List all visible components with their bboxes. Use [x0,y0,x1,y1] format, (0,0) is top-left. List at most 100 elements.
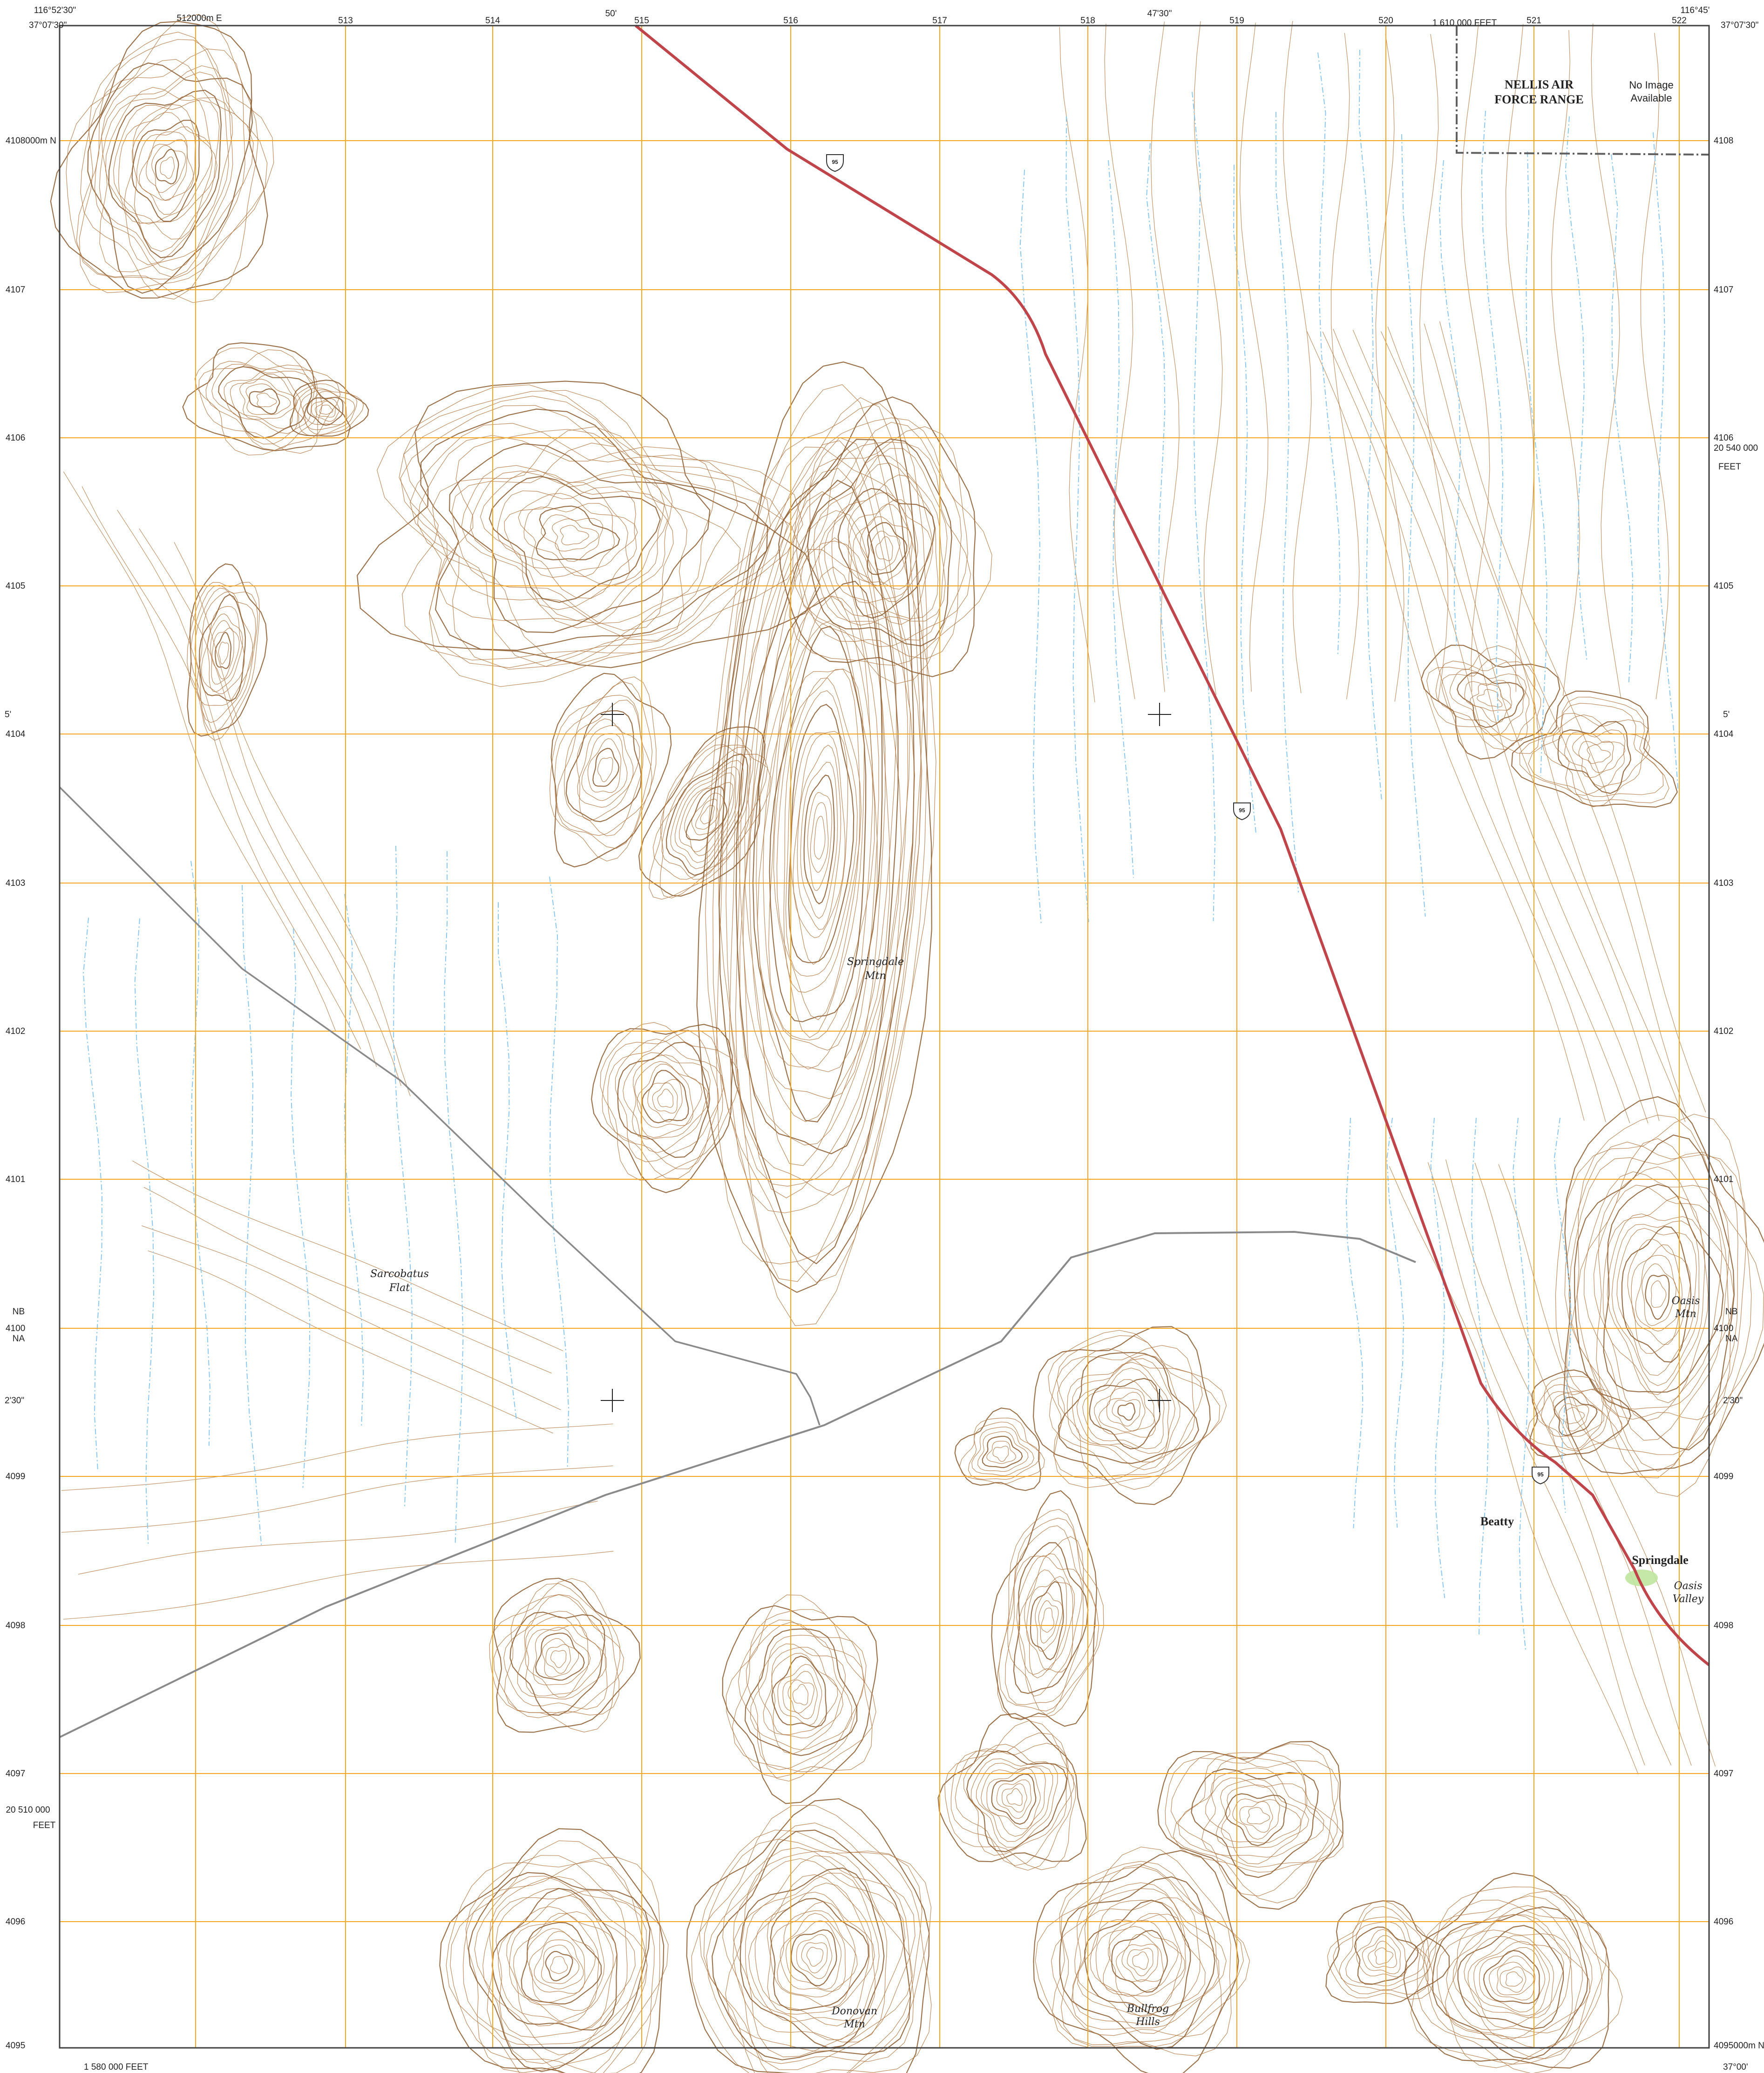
contour-line [488,476,661,603]
contour-line [950,1733,1072,1871]
contour-line [1104,23,1135,700]
contour-line [754,1883,870,2026]
contour-line [139,131,194,201]
contour-line [357,381,821,668]
contour-line [1631,1244,1683,1345]
left-margin: 5' 2'30" NB NA 20 510 000 FEET 4108000m … [5,136,56,2051]
contour-line [848,499,918,602]
stream-line [344,894,364,1427]
northing-label: 4107 [1714,285,1733,295]
contour-line [592,748,619,787]
svg-text:NA: NA [1725,1334,1738,1344]
contour-line [1106,1392,1146,1432]
northing-label: 4098 [6,1621,25,1631]
contour-line [722,1847,916,2070]
route-shield-95: 95 [826,154,844,172]
stream-line [498,902,517,1421]
svg-text:37°00': 37°00' [1723,2062,1748,2072]
contour-line [716,384,936,1264]
svg-text:513: 513 [338,16,353,26]
svg-text:50': 50' [605,9,617,19]
contour-line [148,1251,553,1434]
contour-line [1072,1358,1175,1462]
contour-line [489,1578,620,1733]
contour-line [525,1624,589,1698]
contour-line [118,95,212,240]
nellis-label: NELLIS AIR FORCE RANGE [1494,78,1583,106]
contour-line [600,1022,740,1181]
contour-line [1356,1929,1407,1978]
northing-label: 4108000m N [6,136,56,146]
svg-text:Mtn: Mtn [864,970,886,982]
contour-line [725,1851,913,2052]
contour-line [954,1407,1041,1491]
contour-line [955,1743,1069,1866]
contour-line [735,479,899,1155]
map-neatline [59,25,1710,2049]
svg-text:1 580 000 FEET: 1 580 000 FEET [84,2062,149,2072]
contour-line [699,1829,932,2073]
contour-line [549,676,657,862]
right-margin: 5' 2'30" NB NA 20 540 000 FEET 4108 4107 4… [1714,136,1764,2051]
contour-line [1117,1402,1136,1421]
contour-line [875,536,893,561]
svg-text:FORCE RANGE: FORCE RANGE [1494,93,1583,106]
svg-text:20 510 000: 20 510 000 [6,1805,50,1815]
contour-line [1593,1184,1723,1422]
contour-line [63,471,336,1032]
secondary-road [59,1230,1416,1738]
contour-line [195,588,256,723]
contour-line [87,62,253,294]
svg-text:No Image: No Image [1629,79,1673,91]
contour-line [1511,690,1678,808]
contour-line [792,1684,808,1706]
northing-label: 4097 [6,1769,25,1779]
contour-line [615,1039,724,1162]
contour-line [1419,34,1449,701]
contour-line [770,1898,869,2011]
contour-line [1026,1576,1067,1671]
contour-line [674,766,740,863]
contour-line [105,87,233,265]
springdale-mtn-label: Springdale Mtn [847,956,904,982]
contour-line [1306,331,1585,1121]
contour-line [783,678,862,993]
contour-line [722,1605,878,1804]
contour-line [187,582,260,741]
contour-line [63,1551,614,1620]
contour-line [797,744,841,930]
svg-text:517: 517 [932,16,947,26]
utm-grid [60,26,1709,2048]
contour-line [1098,1387,1155,1432]
contour-line [66,14,258,303]
contour-line [108,89,222,258]
highway-95 [635,24,1710,1666]
contour-line [1564,729,1626,788]
contour-line [796,1934,833,1979]
contour-line [450,1840,655,2073]
contour-line [691,792,724,836]
contour-line [770,1901,856,2008]
contour-line [776,669,861,1020]
stream-line [83,918,103,1471]
contour-line [1635,1255,1681,1332]
contour-line [1424,323,1686,1113]
contour-line [1082,1367,1165,1449]
svg-text:95: 95 [832,159,838,165]
contour-line [977,1431,1029,1472]
northing-label: 4100 [6,1324,25,1333]
contour-line [1035,1592,1063,1652]
contour-line [523,503,615,578]
svg-text:Mtn: Mtn [843,2019,865,2030]
contour-line [1489,1956,1535,2001]
contour-line [787,1679,815,1714]
contour-line [1205,1777,1308,1864]
contour-line [703,1839,923,2073]
contour-line [679,772,735,856]
contour-line [982,1435,1023,1468]
svg-text:Flat: Flat [389,1282,410,1294]
contour-line [1058,1352,1199,1464]
contour-line [1499,1966,1527,1993]
contour-line [517,1611,607,1699]
